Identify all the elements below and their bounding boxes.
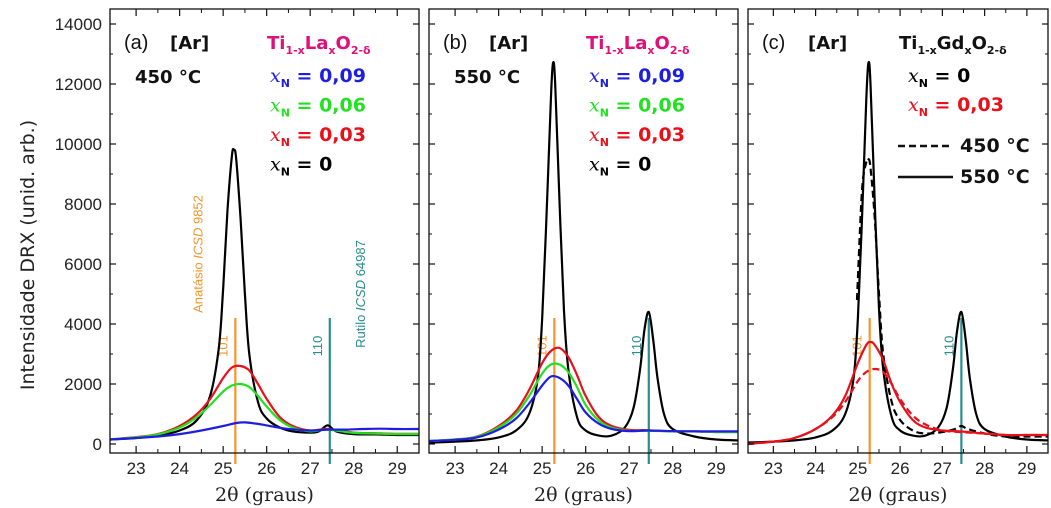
legend-entry-2: xN = 0,03 [908, 94, 1004, 119]
style-legend-label-2: 550 °C [960, 166, 1030, 188]
x-axis-label: 2θ (graus) [849, 484, 948, 506]
x-axis-label: 2θ (graus) [534, 484, 633, 506]
atmosphere-label: [Ar] [170, 33, 209, 54]
series-line-1 [429, 60, 738, 444]
x-tick-label: 26 [257, 459, 276, 478]
compound-formula: Ti1-xLaxO2-δ [267, 33, 371, 57]
compound-formula: Ti1-xLaxO2-δ [586, 33, 690, 57]
series-line-1 [855, 157, 1048, 438]
y-axis-label: Intensidade DRX (unid. arb.) [17, 120, 39, 390]
x-tick-label: 24 [170, 459, 189, 478]
legend-entry-1: xN = 0 [908, 65, 970, 90]
chart-panel-2: 101 110 23 24 25 26 27 28 29 2θ (graus) (b) [Ar] 550… [428, 8, 739, 506]
series-line-4 [110, 421, 419, 441]
y-tick-label: 8000 [64, 195, 102, 214]
y-tick-label: 12000 [55, 75, 102, 94]
x-tick-label: 28 [663, 459, 682, 478]
plot-frame [747, 8, 1049, 454]
series-group [110, 147, 419, 441]
legend-entry-2: xN = 0,06 [589, 95, 685, 120]
y-tick-label: 10000 [55, 135, 102, 154]
series-line-3 [748, 367, 1048, 446]
x-tick-label: 29 [1017, 459, 1036, 478]
x-tick-label: 28 [975, 459, 994, 478]
plot-frame [109, 8, 420, 454]
x-tick-label: 24 [489, 459, 508, 478]
reference-label-110: 110 [941, 336, 956, 357]
reference-label-101: 101 [534, 335, 549, 357]
series-line-2 [748, 60, 1048, 444]
reference-annotation-1: Anatásio ICSD 9852 [190, 195, 205, 313]
legend-entry-4: xN = 0 [270, 154, 332, 179]
y-tick-label: 6000 [64, 255, 102, 274]
x-tick-label: 29 [707, 459, 726, 478]
series-group [748, 60, 1048, 446]
x-tick-label: 23 [127, 459, 146, 478]
temperature-label: 550 °C [454, 67, 520, 88]
x-tick-label: 23 [764, 459, 783, 478]
legend-entry-1: xN = 0,09 [589, 65, 685, 90]
temperature-label: 450 °C [135, 67, 201, 88]
panel-label: (c) [762, 32, 785, 54]
series-line-4 [748, 340, 1048, 446]
x-tick-label: 27 [301, 459, 320, 478]
series-line-2 [429, 346, 738, 443]
x-tick-label: 25 [533, 459, 552, 478]
x-tick-label: 26 [576, 459, 595, 478]
reference-annotation-2: Rutilo ICSD 64987 [353, 240, 368, 348]
compound-formula: Ti1-xGdxO2-δ [899, 33, 1007, 57]
x-tick-label: 28 [344, 459, 363, 478]
atmosphere-label: [Ar] [808, 33, 847, 54]
series-line-3 [110, 382, 419, 441]
x-axis-label: 2θ (graus) [215, 484, 314, 506]
x-tick-label: 25 [214, 459, 233, 478]
x-tick-label: 27 [933, 459, 952, 478]
x-tick-label: 23 [446, 459, 465, 478]
y-tick-label: 0 [93, 435, 102, 454]
y-tick-label: 14000 [55, 15, 102, 34]
legend-entry-3: xN = 0,03 [270, 124, 366, 149]
panel-label: (b) [443, 32, 467, 54]
reference-label-110: 110 [629, 336, 644, 357]
series-line-4 [429, 374, 738, 443]
x-tick-label: 29 [388, 459, 407, 478]
legend-entry-1: xN = 0,09 [270, 65, 366, 90]
legend-entry-2: xN = 0,06 [270, 95, 366, 120]
panel-label: (a) [124, 32, 148, 54]
reference-label-110: 110 [310, 336, 325, 357]
x-tick-label: 26 [891, 459, 910, 478]
x-tick-label: 25 [848, 459, 867, 478]
legend-entry-3: xN = 0,03 [589, 124, 685, 149]
x-tick-label: 27 [620, 459, 639, 478]
y-tick-label: 4000 [64, 315, 102, 334]
x-tick-label: 24 [806, 459, 825, 478]
y-tick-label: 2000 [64, 375, 102, 394]
style-legend-label-1: 450 °C [960, 135, 1030, 157]
plot-frame [428, 8, 739, 454]
series-group [429, 60, 738, 444]
legend-entry-4: xN = 0 [589, 154, 651, 179]
atmosphere-label: [Ar] [489, 33, 528, 54]
